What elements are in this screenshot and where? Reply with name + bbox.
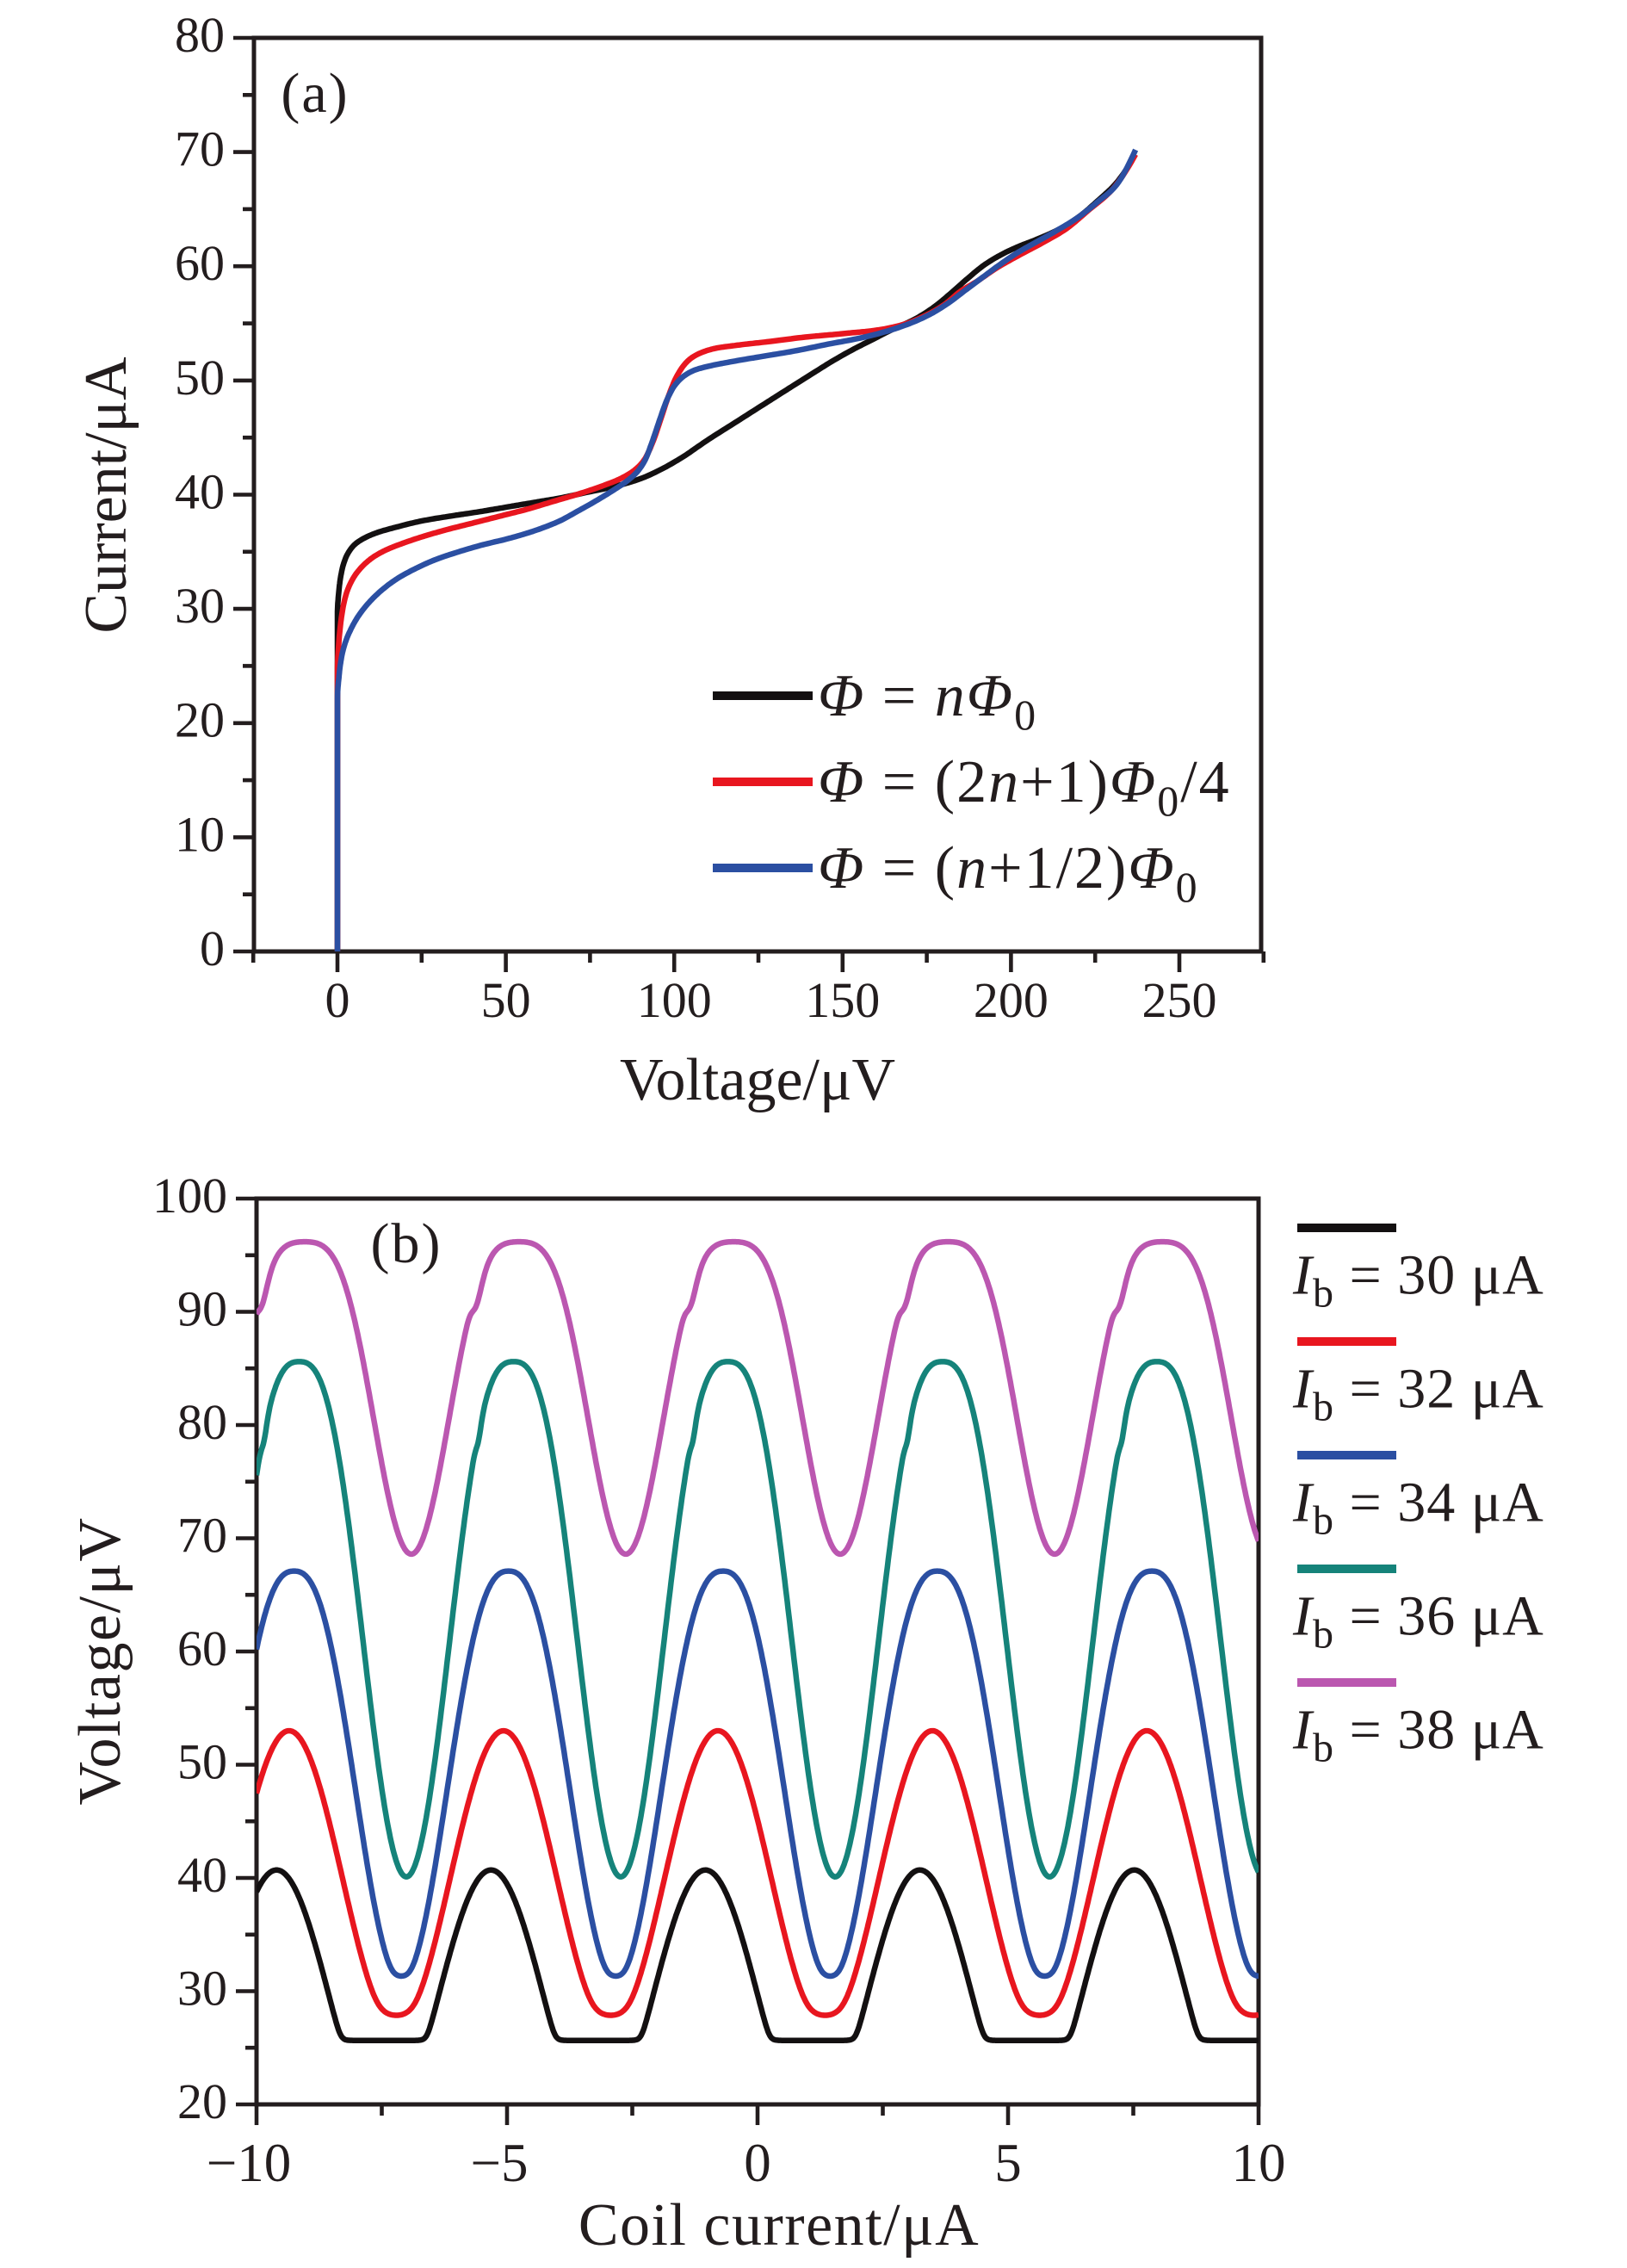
svg-text:−10: −10 [207,2133,292,2193]
svg-text:5: 5 [994,2133,1022,2193]
svg-text:100: 100 [637,972,712,1028]
svg-text:70: 70 [175,121,225,177]
svg-text:Voltage/μV: Voltage/μV [620,1047,895,1113]
svg-text:Current/μA: Current/μA [73,356,139,634]
svg-text:(b): (b) [371,1212,442,1275]
svg-text:Φ = (n+1/2)Φ0: Φ = (n+1/2)Φ0 [818,835,1199,911]
svg-text:40: 40 [175,464,225,520]
svg-text:0: 0 [325,972,350,1028]
svg-text:20: 20 [175,692,225,748]
svg-text:150: 150 [805,972,880,1028]
svg-text:0: 0 [200,920,225,976]
svg-text:40: 40 [177,1847,227,1903]
svg-text:Ib = 34 μA: Ib = 34 μA [1292,1472,1544,1544]
svg-text:80: 80 [177,1394,227,1450]
svg-text:0: 0 [744,2133,771,2193]
svg-text:90: 90 [177,1281,227,1337]
svg-text:10: 10 [1232,2133,1286,2193]
svg-text:Ib = 32 μA: Ib = 32 μA [1292,1358,1544,1430]
svg-text:Ib = 38 μA: Ib = 38 μA [1292,1699,1544,1771]
svg-text:250: 250 [1142,972,1217,1028]
svg-text:80: 80 [175,7,225,63]
svg-text:30: 30 [175,578,225,634]
svg-text:200: 200 [974,972,1049,1028]
svg-text:100: 100 [152,1168,227,1224]
svg-text:60: 60 [175,235,225,291]
svg-text:20: 20 [177,2073,227,2129]
svg-text:50: 50 [177,1734,227,1790]
svg-text:30: 30 [177,1961,227,2017]
svg-text:Φ = (2n+1)Φ0/4: Φ = (2n+1)Φ0/4 [818,749,1231,825]
svg-text:−5: −5 [470,2133,528,2193]
svg-text:(a): (a) [281,62,349,125]
svg-text:Ib = 30 μA: Ib = 30 μA [1292,1244,1544,1317]
svg-text:60: 60 [177,1620,227,1676]
svg-text:Voltage/μV: Voltage/μV [67,1516,133,1805]
svg-text:70: 70 [177,1508,227,1564]
svg-text:10: 10 [175,806,225,862]
svg-text:50: 50 [481,972,531,1028]
svg-text:Coil current/μA: Coil current/μA [578,2192,980,2259]
svg-text:Φ = nΦ0: Φ = nΦ0 [818,663,1037,739]
svg-text:Ib = 36 μA: Ib = 36 μA [1292,1585,1544,1658]
svg-text:50: 50 [175,350,225,406]
